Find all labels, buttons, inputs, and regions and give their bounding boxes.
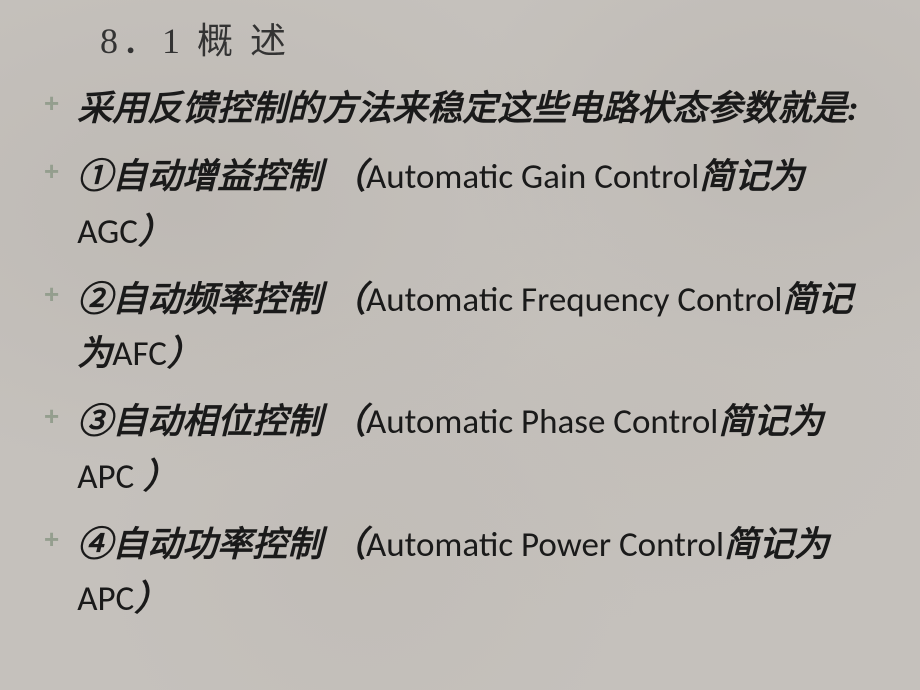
bullet-marker: + xyxy=(44,524,59,555)
bullet-marker: + xyxy=(44,279,59,310)
bullet-item: + ③自动相位控制 （Automatic Phase Control简记为APC… xyxy=(40,395,880,504)
bullet-text: ②自动频率控制 （Automatic Frequency Control简记为A… xyxy=(77,273,880,382)
bullet-marker: + xyxy=(44,88,59,119)
slide-container: 8．1 概 述 + 采用反馈控制的方法来稳定这些电路状态参数就是: + ①自动增… xyxy=(0,0,920,660)
bullet-item: + ④自动功率控制 （Automatic Power Control简记为APC… xyxy=(40,518,880,627)
bullet-marker: + xyxy=(44,156,59,187)
bullet-text: ④自动功率控制 （Automatic Power Control简记为APC） xyxy=(77,518,880,627)
bullet-item: + ②自动频率控制 （Automatic Frequency Control简记… xyxy=(40,273,880,382)
slide-title: 8．1 概 述 xyxy=(100,12,880,64)
bullet-text: ③自动相位控制 （Automatic Phase Control简记为APC ） xyxy=(77,395,880,504)
bullet-item: + 采用反馈控制的方法来稳定这些电路状态参数就是: xyxy=(40,82,880,136)
bullet-marker: + xyxy=(44,401,59,432)
bullet-item: + ①自动增益控制 （Automatic Gain Control简记为AGC） xyxy=(40,150,880,259)
bullet-text: ①自动增益控制 （Automatic Gain Control简记为AGC） xyxy=(77,150,880,259)
bullet-text: 采用反馈控制的方法来稳定这些电路状态参数就是: xyxy=(77,82,859,136)
